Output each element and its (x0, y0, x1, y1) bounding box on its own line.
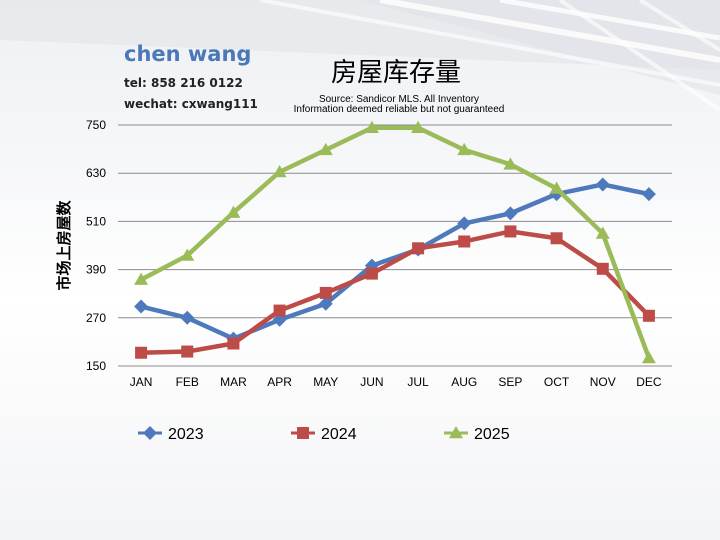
point-2025-jan (134, 272, 149, 285)
point-2025-apr (272, 164, 287, 178)
x-tick-label-oct: OCT (544, 375, 570, 389)
x-tick-label-jun: JUN (360, 375, 383, 389)
point-2024-aug (458, 235, 471, 248)
agent-phone: tel: 858 216 0122 (124, 76, 243, 90)
point-2025-dec (641, 350, 656, 364)
y-axis-title: 市场上房屋数 (55, 200, 73, 291)
legend-marker-2025 (449, 426, 463, 439)
point-2025-oct (549, 181, 564, 194)
y-tick-label-510: 510 (86, 214, 106, 228)
legend-label-2024: 2024 (321, 426, 357, 443)
chart-disclaimer-note: Information deemed reliable but not guar… (293, 104, 505, 115)
point-2023-jan (134, 299, 149, 314)
point-2024-jun (365, 267, 378, 280)
point-2025-nov (595, 226, 610, 239)
point-2025-feb (180, 248, 195, 261)
point-2024-apr (273, 304, 286, 317)
x-tick-label-dec: DEC (636, 375, 662, 389)
agent-name: chen wang (124, 42, 252, 66)
point-2024-oct (550, 232, 563, 245)
point-2025-mar (226, 205, 241, 218)
x-tick-label-jul: JUL (407, 375, 429, 389)
legend-marker-2024 (297, 427, 309, 439)
point-2025-may (318, 142, 333, 156)
y-tick-label-630: 630 (86, 166, 106, 180)
point-2024-dec (642, 309, 655, 322)
point-2023-feb (180, 310, 195, 325)
point-2025-jun (364, 120, 379, 134)
x-tick-label-apr: APR (267, 375, 292, 389)
legend-label-2025: 2025 (474, 426, 510, 443)
legend-marker-2023 (143, 426, 157, 440)
point-2024-sep (504, 225, 517, 238)
agent-wechat: wechat: cxwang111 (124, 97, 258, 111)
y-tick-label-390: 390 (86, 263, 106, 277)
point-2023-dec (641, 187, 656, 202)
point-2023-nov (595, 177, 610, 192)
point-2023-sep (503, 206, 518, 221)
x-tick-label-jan: JAN (130, 375, 153, 389)
y-tick-label-270: 270 (86, 311, 106, 325)
x-tick-label-feb: FEB (176, 375, 199, 389)
point-2025-aug (457, 142, 472, 156)
x-tick-label-sep: SEP (498, 375, 522, 389)
point-2023-aug (457, 216, 472, 231)
legend-label-2023: 2023 (168, 426, 204, 443)
point-2024-may (319, 286, 332, 299)
point-2023-may (318, 296, 333, 311)
x-tick-label-mar: MAR (220, 375, 247, 389)
y-tick-label-750: 750 (86, 118, 106, 132)
point-2024-nov (596, 262, 609, 275)
y-tick-label-150: 150 (86, 359, 106, 373)
point-2025-sep (503, 157, 518, 170)
x-tick-label-may: MAY (313, 375, 338, 389)
point-2024-jul (412, 242, 425, 255)
x-tick-label-aug: AUG (451, 375, 477, 389)
point-2024-jan (135, 346, 148, 359)
chart-source-note: Source: Sandicor MLS. All Inventory (318, 94, 480, 105)
chart-title: 房屋库存量 (330, 58, 461, 88)
point-2024-feb (181, 345, 194, 358)
point-2024-mar (227, 337, 240, 350)
series-line-2023 (138, 182, 652, 341)
point-2025-jul (411, 120, 426, 134)
series-line-2025 (138, 125, 652, 361)
series-line-2024 (138, 229, 652, 355)
x-tick-label-nov: NOV (590, 375, 616, 389)
